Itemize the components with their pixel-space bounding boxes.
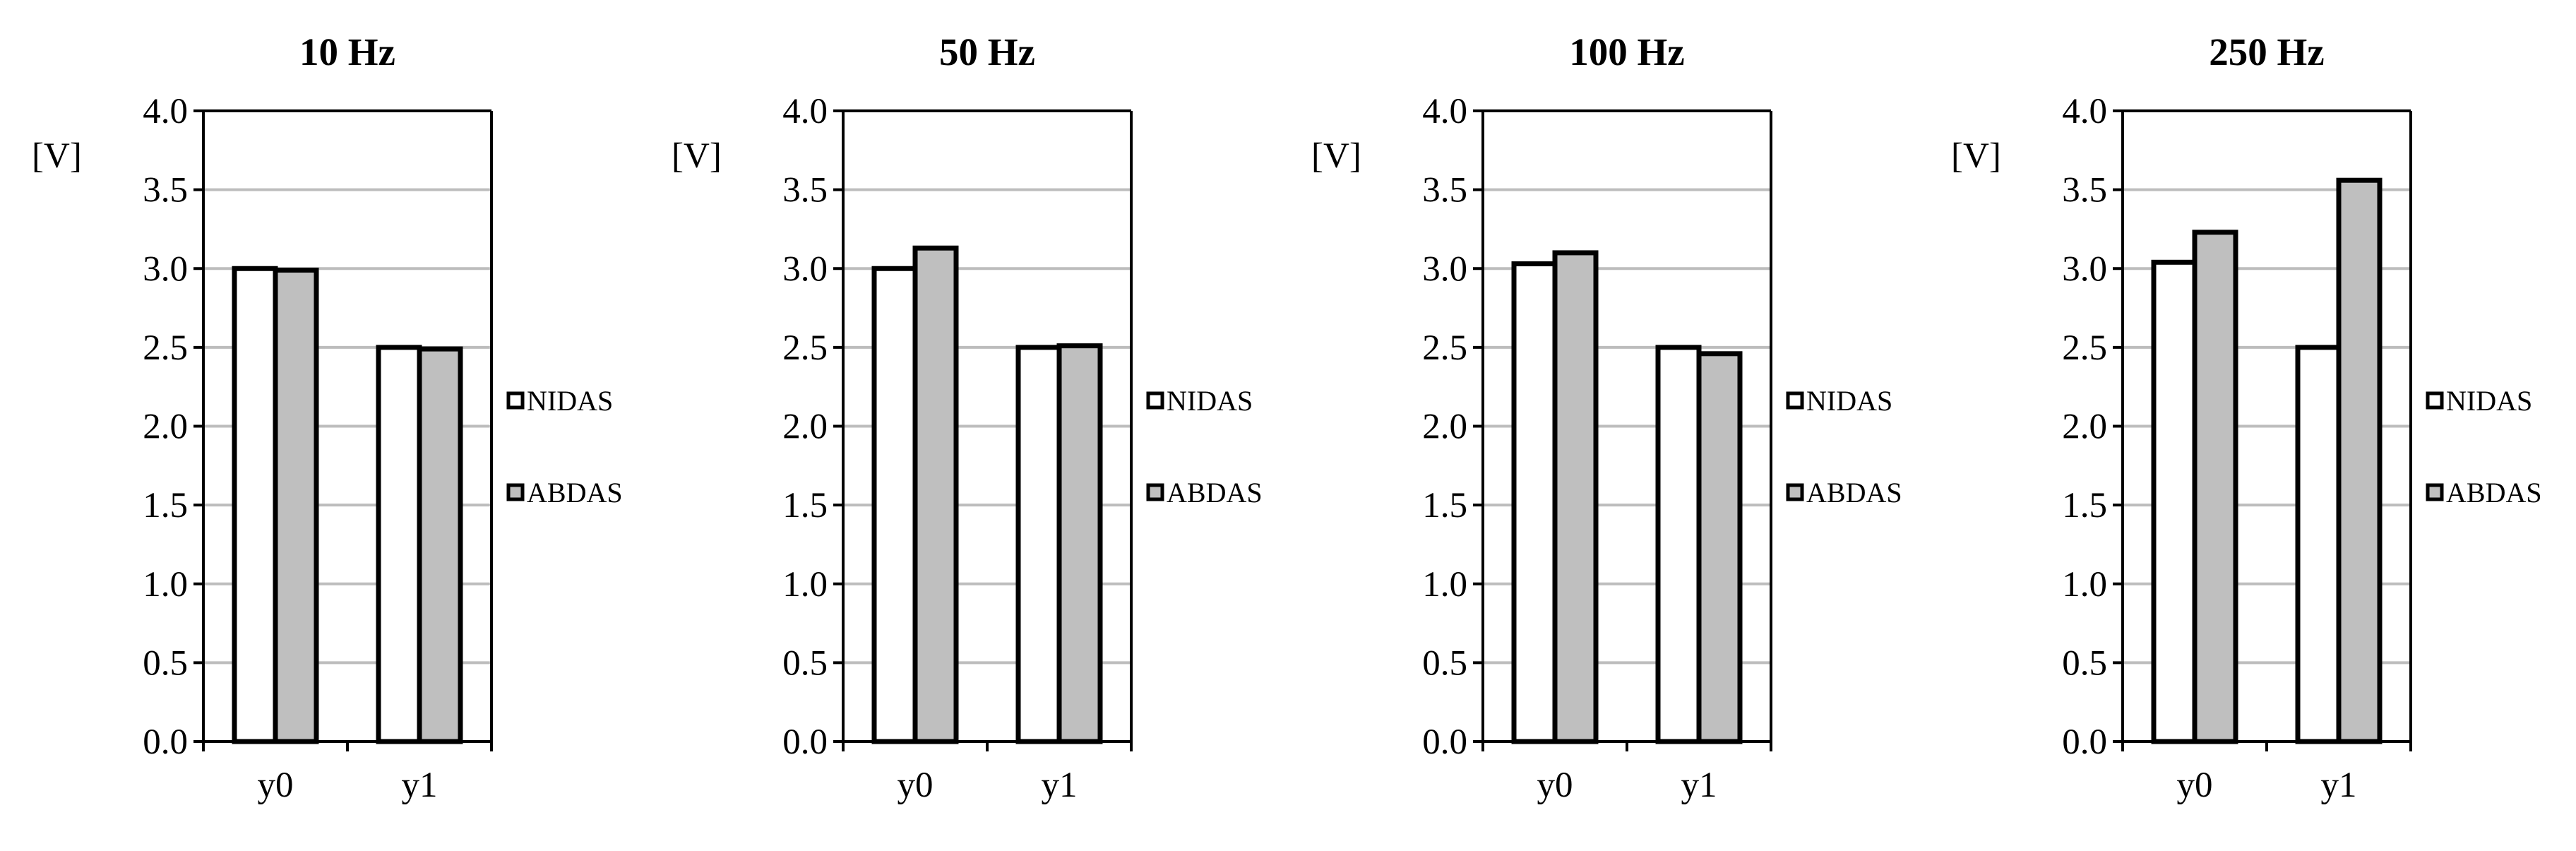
x-tick-label: y1	[402, 766, 438, 805]
y-tick-label: 3.5	[782, 171, 828, 210]
bar-nidas-y1	[1015, 345, 1062, 744]
y-tick-label: 4.0	[782, 92, 828, 131]
y-axis-unit-label: [V]	[32, 136, 82, 176]
y-tick-label: 3.5	[143, 171, 188, 210]
bar-abdas-y1	[417, 346, 463, 744]
bar-abdas-y1	[1056, 343, 1103, 744]
y-tick-label: 3.0	[1422, 249, 1467, 289]
y-tick-label: 1.5	[1422, 486, 1467, 525]
legend-swatch-nidas	[1786, 391, 1804, 410]
y-tick-label: 0.5	[2062, 643, 2107, 683]
y-axis-unit-label: [V]	[1311, 136, 1361, 176]
x-tick-label: y0	[1537, 766, 1573, 805]
bar-nidas-y1	[376, 345, 422, 744]
y-tick-label: 2.0	[1422, 407, 1467, 447]
y-tick-label: 4.0	[1422, 92, 1467, 131]
y-tick-label: 0.0	[143, 722, 188, 762]
bar-abdas-y0	[2192, 230, 2238, 744]
y-tick-label: 1.0	[1422, 565, 1467, 605]
chart-title: 50 Hz	[939, 30, 1035, 73]
y-tick-label: 0.0	[1422, 722, 1467, 762]
x-tick-label: y1	[2321, 766, 2357, 805]
x-tick-label: y1	[1042, 766, 1078, 805]
y-axis-unit-label: [V]	[672, 136, 722, 176]
bar-nidas-y1	[1655, 345, 1702, 744]
legend-swatch-nidas	[2426, 391, 2444, 410]
y-tick-label: 0.0	[782, 722, 828, 762]
legend-label-nidas: NIDAS	[1167, 385, 1253, 417]
legend-swatch-abdas	[2426, 483, 2444, 501]
y-tick-label: 3.0	[782, 249, 828, 289]
y-tick-label: 2.0	[143, 407, 188, 447]
legend-label-abdas: ABDAS	[1806, 477, 1902, 508]
legend-label-abdas: ABDAS	[527, 477, 623, 508]
legend-label-nidas: NIDAS	[1806, 385, 1892, 417]
y-tick-label: 3.0	[2062, 249, 2107, 289]
legend-swatch-nidas	[506, 391, 525, 410]
legend-swatch-abdas	[506, 483, 525, 501]
y-tick-label: 1.0	[782, 565, 828, 605]
x-tick-label: y0	[898, 766, 934, 805]
bar-nidas-y0	[2151, 259, 2198, 744]
chart-title: 10 Hz	[299, 30, 395, 73]
y-tick-label: 1.5	[2062, 486, 2107, 525]
bar-nidas-y0	[871, 266, 918, 744]
y-tick-label: 2.0	[2062, 407, 2107, 447]
y-tick-label: 1.5	[143, 486, 188, 525]
bar-abdas-y0	[273, 267, 319, 744]
y-tick-label: 0.5	[782, 643, 828, 683]
bar-nidas-y0	[232, 266, 278, 744]
y-tick-label: 0.5	[1422, 643, 1467, 683]
y-tick-label: 0.0	[2062, 722, 2107, 762]
y-tick-label: 3.5	[2062, 171, 2107, 210]
bar-nidas-y0	[1511, 261, 1558, 744]
x-tick-label: y1	[1681, 766, 1717, 805]
bar-abdas-y1	[1696, 351, 1743, 744]
chart-title: 100 Hz	[1569, 30, 1684, 73]
y-tick-label: 0.5	[143, 643, 188, 683]
x-tick-label: y0	[2177, 766, 2213, 805]
bar-abdas-y0	[912, 245, 959, 744]
y-tick-label: 3.5	[1422, 171, 1467, 210]
y-tick-label: 2.5	[2062, 328, 2107, 368]
y-tick-label: 4.0	[143, 92, 188, 131]
y-tick-label: 4.0	[2062, 92, 2107, 131]
legend-label-nidas: NIDAS	[2446, 385, 2532, 417]
legend-label-abdas: ABDAS	[2446, 477, 2542, 508]
y-tick-label: 3.0	[143, 249, 188, 289]
chart-title: 250 Hz	[2209, 30, 2324, 73]
bar-abdas-y1	[2336, 177, 2383, 744]
y-tick-label: 2.5	[143, 328, 188, 368]
y-tick-label: 1.5	[782, 486, 828, 525]
y-tick-label: 1.0	[143, 565, 188, 605]
y-tick-label: 2.5	[1422, 328, 1467, 368]
y-axis-unit-label: [V]	[1951, 136, 2001, 176]
legend-label-nidas: NIDAS	[527, 385, 613, 417]
y-tick-label: 2.5	[782, 328, 828, 368]
x-tick-label: y0	[258, 766, 294, 805]
legend-swatch-nidas	[1146, 391, 1164, 410]
legend-label-abdas: ABDAS	[1167, 477, 1263, 508]
legend-swatch-abdas	[1786, 483, 1804, 501]
legend-swatch-abdas	[1146, 483, 1164, 501]
bar-abdas-y0	[1552, 250, 1599, 744]
y-tick-label: 2.0	[782, 407, 828, 447]
y-tick-label: 1.0	[2062, 565, 2107, 605]
bar-nidas-y1	[2295, 345, 2342, 744]
